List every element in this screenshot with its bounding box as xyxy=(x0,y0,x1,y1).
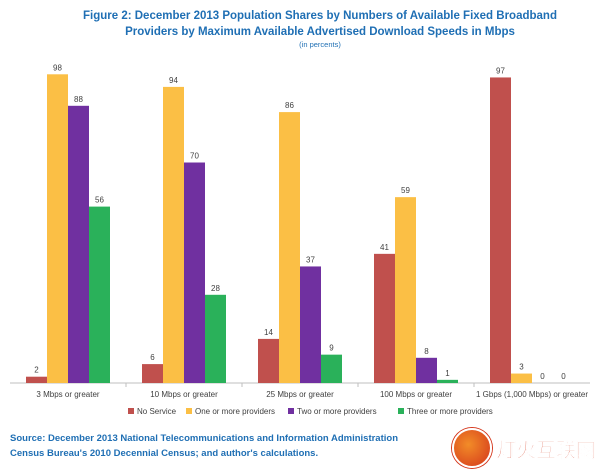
chart-title: Figure 2: December 2013 Population Share… xyxy=(40,8,600,40)
x-tick-label: 25 Mbps or greater xyxy=(266,390,334,399)
data-label: 14 xyxy=(264,328,273,337)
bar xyxy=(26,376,47,383)
bar xyxy=(490,77,511,383)
watermark-text: 灯火互联网 xyxy=(496,439,597,462)
source-note: Source: December 2013 National Telecommu… xyxy=(10,431,510,461)
bar xyxy=(300,266,321,383)
x-tick-label: 100 Mbps or greater xyxy=(380,390,452,399)
data-label: 8 xyxy=(424,347,429,356)
legend-swatch xyxy=(288,408,294,414)
data-label: 2 xyxy=(34,366,39,375)
data-label: 1 xyxy=(445,369,450,378)
legend-entry: One or more providers xyxy=(195,407,275,416)
chart-title-line-1: Figure 2: December 2013 Population Share… xyxy=(83,10,557,22)
chart-title-line-2: Providers by Maximum Available Advertise… xyxy=(125,26,515,38)
bar xyxy=(395,197,416,383)
data-label: 41 xyxy=(380,243,389,252)
data-label: 0 xyxy=(540,372,545,381)
watermark: 灯火互联网 xyxy=(446,428,596,468)
data-label: 88 xyxy=(74,95,83,104)
legend-entry: No Service xyxy=(137,407,177,416)
legend-entry: Two or more providers xyxy=(297,407,377,416)
bar xyxy=(258,338,279,383)
x-tick-label: 1 Gbps (1,000 Mbps) or greater xyxy=(476,390,588,399)
data-label: 70 xyxy=(190,152,199,161)
data-label: 56 xyxy=(95,196,104,205)
data-label: 28 xyxy=(211,284,220,293)
watermark-logo-icon xyxy=(452,428,492,468)
bar xyxy=(184,162,205,383)
bar xyxy=(511,373,532,383)
source-line-1: Source: December 2013 National Telecommu… xyxy=(10,433,398,444)
data-label: 86 xyxy=(285,101,294,110)
bar xyxy=(68,105,89,384)
data-label: 37 xyxy=(306,255,315,264)
data-label: 9 xyxy=(329,344,334,353)
bar xyxy=(374,253,395,383)
data-label: 6 xyxy=(150,353,155,362)
x-tick-label: 3 Mbps or greater xyxy=(36,390,99,399)
source-line-2: Census Bureau's 2010 Decennial Census; a… xyxy=(10,448,319,459)
bar xyxy=(142,364,163,383)
legend-swatch xyxy=(128,408,134,414)
bar xyxy=(47,74,68,384)
bar xyxy=(321,354,342,383)
data-label: 98 xyxy=(53,63,62,72)
data-label: 94 xyxy=(169,76,178,85)
data-label: 3 xyxy=(519,363,524,372)
legend-swatch xyxy=(398,408,404,414)
bar xyxy=(279,112,300,383)
bar xyxy=(416,357,437,383)
data-label: 97 xyxy=(496,66,505,75)
x-tick-label: 10 Mbps or greater xyxy=(150,390,218,399)
data-label: 0 xyxy=(561,372,566,381)
bar xyxy=(205,294,226,383)
legend-entry: Three or more providers xyxy=(407,407,493,416)
bar xyxy=(437,379,458,383)
bar xyxy=(89,206,110,383)
legend-swatch xyxy=(186,408,192,414)
chart-subtitle: (in percents) xyxy=(299,40,341,49)
data-label: 59 xyxy=(401,186,410,195)
bar xyxy=(163,86,184,384)
